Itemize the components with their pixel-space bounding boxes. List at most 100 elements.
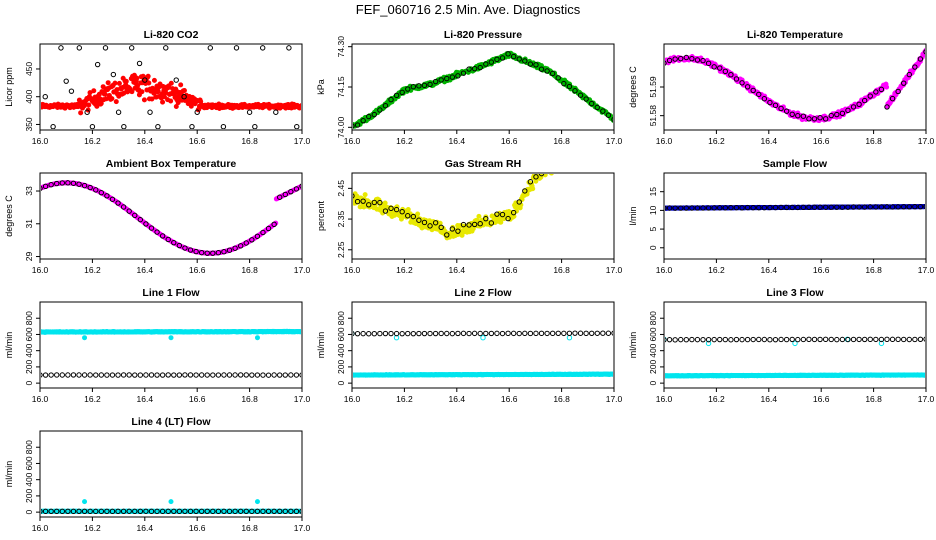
data-point xyxy=(806,336,812,343)
data-point xyxy=(288,188,294,195)
y-tick-label: 0 xyxy=(648,245,658,250)
data-point xyxy=(282,372,288,378)
data-point xyxy=(193,248,199,255)
data-point xyxy=(556,165,560,169)
chart-title: Gas Stream RH xyxy=(445,158,521,170)
data-point xyxy=(822,336,829,343)
data-point xyxy=(215,508,222,515)
data-point xyxy=(54,508,60,515)
data-point xyxy=(806,116,812,122)
data-point xyxy=(533,178,539,184)
data-point xyxy=(171,239,177,246)
x-tick-label: 16.6 xyxy=(189,523,206,533)
plot-area xyxy=(41,180,301,256)
data-point xyxy=(577,92,584,98)
x-tick-label: 16.8 xyxy=(553,136,570,146)
data-point xyxy=(444,330,450,337)
data-point xyxy=(573,156,577,160)
data-point xyxy=(510,53,517,60)
data-point xyxy=(120,372,127,378)
data-point xyxy=(595,143,599,147)
data-point xyxy=(565,158,569,162)
data-point xyxy=(134,75,140,81)
data-point xyxy=(154,508,160,515)
data-point xyxy=(895,336,901,343)
data-point xyxy=(143,372,149,378)
x-tick-label: 17.0 xyxy=(918,394,935,404)
y-tick-label: 200 xyxy=(24,360,34,374)
data-point xyxy=(572,154,576,158)
data-point xyxy=(102,91,108,97)
data-point xyxy=(142,77,148,83)
data-point xyxy=(856,204,862,210)
data-point xyxy=(845,204,851,210)
data-point xyxy=(678,55,684,62)
data-point xyxy=(198,249,205,256)
data-point xyxy=(861,97,868,104)
data-point xyxy=(171,372,177,378)
data-point xyxy=(187,508,194,515)
x-tick-label: 16.8 xyxy=(241,265,258,275)
data-point xyxy=(126,208,132,214)
data-point xyxy=(554,161,558,165)
data-point xyxy=(856,101,862,108)
data-point xyxy=(884,204,890,210)
chart-title: Li-820 CO2 xyxy=(144,29,199,41)
data-point xyxy=(540,174,544,175)
data-point xyxy=(834,336,840,343)
data-point xyxy=(432,220,439,226)
data-point xyxy=(566,153,570,157)
data-point xyxy=(800,113,807,119)
data-point xyxy=(889,204,896,210)
y-tick-label: 2.45 xyxy=(336,180,346,197)
data-point xyxy=(567,154,571,158)
data-point xyxy=(542,174,547,175)
plot-frame xyxy=(663,301,927,389)
data-point xyxy=(516,199,522,205)
data-point xyxy=(584,143,588,147)
data-point xyxy=(149,96,155,102)
data-point xyxy=(81,182,88,189)
data-point xyxy=(182,508,188,515)
data-point xyxy=(878,204,885,210)
plot-frame xyxy=(663,172,927,260)
data-point xyxy=(488,59,495,65)
data-point xyxy=(477,64,483,71)
data-point xyxy=(822,204,829,210)
y-tick-label: 0 xyxy=(336,380,346,385)
data-point xyxy=(683,205,689,211)
x-tick-label: 16.4 xyxy=(137,136,154,146)
y-tick-label: 400 xyxy=(648,343,658,357)
data-point xyxy=(694,57,701,63)
data-point xyxy=(557,166,561,170)
y-axis-label: Licor ppm xyxy=(4,67,14,107)
data-point xyxy=(545,167,549,171)
data-point xyxy=(550,164,554,168)
data-point xyxy=(48,182,54,188)
data-point xyxy=(460,70,467,76)
data-point xyxy=(822,116,829,122)
data-point xyxy=(366,331,372,337)
data-point xyxy=(789,204,795,211)
y-tick-label: 200 xyxy=(336,360,346,374)
data-point xyxy=(243,240,249,246)
y-tick-label: 800 xyxy=(24,311,34,325)
data-point xyxy=(901,204,907,210)
data-point xyxy=(594,330,600,336)
data-point xyxy=(906,336,912,343)
data-point xyxy=(551,162,555,166)
data-point xyxy=(299,508,301,514)
data-point xyxy=(499,330,506,337)
data-point xyxy=(148,225,155,231)
data-point xyxy=(873,336,879,343)
data-point xyxy=(388,330,394,337)
data-point xyxy=(139,89,145,95)
data-point xyxy=(589,145,593,149)
data-point xyxy=(811,204,818,210)
data-point xyxy=(722,68,729,75)
data-point xyxy=(912,64,918,70)
data-point xyxy=(705,340,712,347)
data-point xyxy=(561,158,565,162)
x-tick-label: 16.2 xyxy=(84,136,101,146)
